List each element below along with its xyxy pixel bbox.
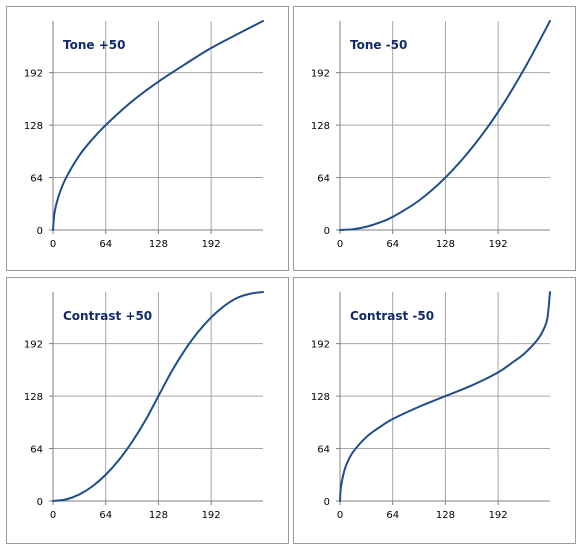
x-tick-label: 64 [386,239,399,250]
y-tick-label: 64 [317,174,330,185]
chart-contrast-minus-svg: 0 64 128 192 0 64 128 192 Contrast -50 [311,291,551,521]
x-tick-label: 0 [337,239,343,250]
y-tick-label: 192 [24,340,43,351]
y-tick-label: 128 [24,392,43,403]
chart-title-contrast-minus: Contrast -50 [350,309,434,323]
x-tick-label: 128 [149,239,168,250]
y-tick-label: 0 [37,497,43,508]
y-tick-label: 64 [30,174,43,185]
curve-line-tone-plus [52,20,264,231]
y-tick-label: 64 [30,445,43,456]
chart-title-tone-minus: Tone -50 [350,38,407,52]
y-tick-label: 0 [324,497,330,508]
y-tick-label: 128 [311,121,330,132]
x-tick-label: 64 [99,239,112,250]
chart-panel-contrast-minus: 0 64 128 192 0 64 128 192 Contrast -50 [293,277,576,544]
y-tick-label: 192 [311,340,330,351]
curve-line-tone-minus [339,20,551,231]
x-tick-label: 192 [202,510,221,521]
x-tick-label: 0 [50,510,56,521]
y-tick-label: 128 [311,392,330,403]
x-tick-label: 192 [489,510,508,521]
chart-tone-plus-svg: 0 64 128 192 0 64 128 192 Tone +50 [24,20,264,250]
x-tick-label: 0 [50,239,56,250]
x-tick-label: 64 [386,510,399,521]
chart-panel-tone-minus: 0 64 128 192 0 64 128 192 Tone -50 [293,6,576,271]
y-tick-label: 64 [317,445,330,456]
x-tick-label: 128 [149,510,168,521]
y-tick-label: 192 [311,69,330,80]
y-tick-label: 0 [37,226,43,237]
y-tick-label: 192 [24,69,43,80]
x-tick-label: 128 [436,239,455,250]
x-tick-label: 192 [489,239,508,250]
x-tick-label: 64 [99,510,112,521]
chart-tone-minus-svg: 0 64 128 192 0 64 128 192 Tone -50 [311,20,551,250]
x-tick-label: 128 [436,510,455,521]
x-tick-label: 0 [337,510,343,521]
curve-line-contrast-minus [339,291,551,502]
chart-panel-contrast-plus: 0 64 128 192 0 64 128 192 Contrast +50 [6,277,289,544]
y-tick-label: 128 [24,121,43,132]
chart-contrast-plus-svg: 0 64 128 192 0 64 128 192 Contrast +50 [24,291,264,521]
x-tick-label: 192 [202,239,221,250]
chart-title-contrast-plus: Contrast +50 [63,309,152,323]
chart-panel-tone-plus: 0 64 128 192 0 64 128 192 Tone +50 [6,6,289,271]
y-tick-label: 0 [324,226,330,237]
chart-title-tone-plus: Tone +50 [63,38,125,52]
curve-line-contrast-plus [52,291,264,502]
